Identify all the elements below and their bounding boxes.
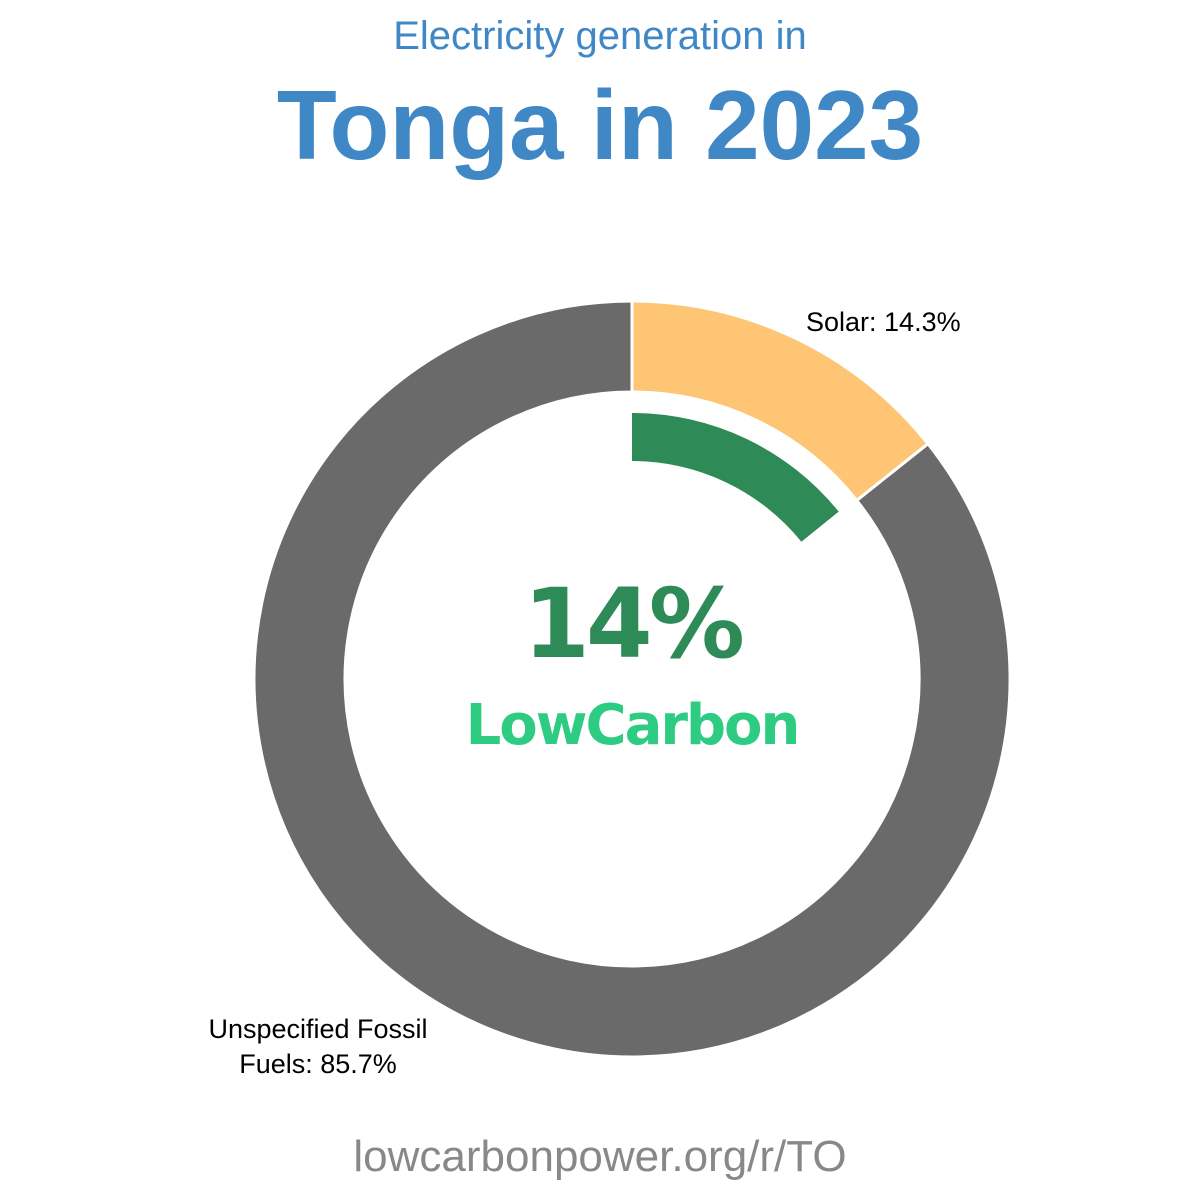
chart-subtitle: Electricity generation in	[393, 14, 807, 58]
lowcarbon-arc	[632, 413, 839, 542]
lowcarbon-percentage: 14%	[523, 568, 745, 680]
label-fossil-line1: Unspecified Fossil	[208, 1014, 428, 1044]
slice-solar	[630, 299, 931, 503]
chart-title: Tonga in 2023	[276, 70, 924, 180]
slice-fossil	[252, 299, 1012, 1059]
label-fossil-line2: Fuels: 85.7%	[239, 1049, 397, 1080]
label-fossil: Unspecified Fossil Fuels: 85.7%	[150, 1012, 486, 1082]
source-url: lowcarbonpower.org/r/TO	[353, 1132, 847, 1181]
lowcarbon-brand-logo: LowCarbon	[465, 693, 801, 758]
label-solar: Solar: 14.3%	[806, 307, 961, 337]
